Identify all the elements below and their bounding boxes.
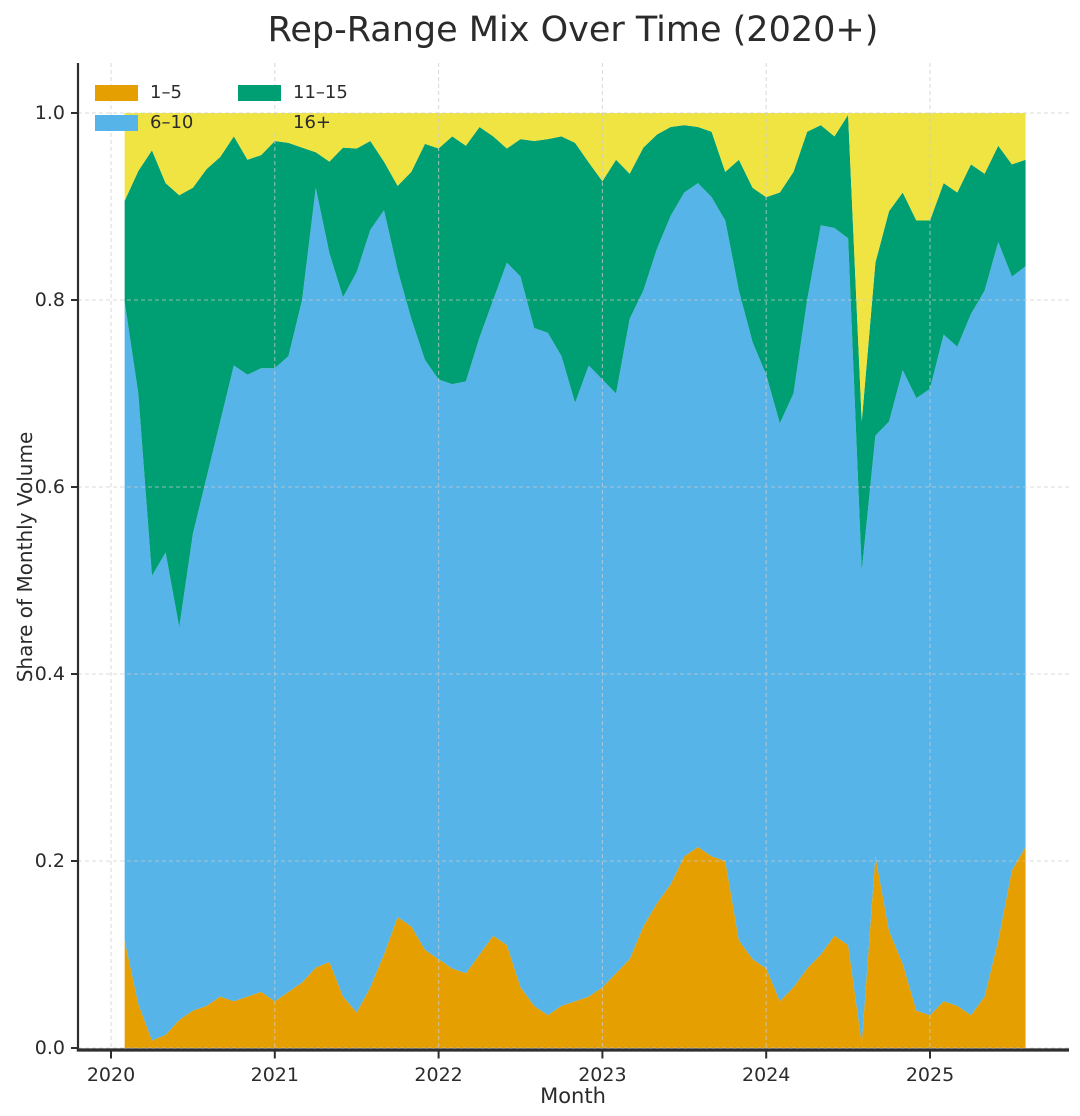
x-tick-label: 2020	[87, 1064, 135, 1086]
x-axis-title: Month	[540, 1084, 606, 1108]
y-tick-label: 0.2	[35, 850, 65, 872]
x-tick-label: 2025	[906, 1064, 954, 1086]
axis-ticks	[71, 112, 931, 1059]
y-tick-label: 1.0	[35, 102, 65, 124]
area-1-5	[124, 846, 1026, 1048]
area-6-10	[124, 183, 1026, 1044]
y-tick-label: 0.0	[35, 1037, 65, 1059]
x-tick-label: 2022	[414, 1064, 462, 1086]
plot-areas	[124, 113, 1026, 1048]
y-tick-label: 0.6	[35, 476, 65, 498]
chart-title: Rep-Range Mix Over Time (2020+)	[267, 10, 879, 50]
axes-spines	[76, 63, 1069, 1052]
y-tick-label: 0.4	[35, 663, 65, 685]
x-tick-label: 2024	[742, 1064, 790, 1086]
area-11-15	[124, 114, 1026, 628]
x-tick-label: 2023	[578, 1064, 626, 1086]
y-axis-title: Share of Monthly Volume	[13, 431, 37, 683]
x-tick-label: 2021	[251, 1064, 299, 1086]
area-16plus	[124, 113, 1026, 422]
gridlines	[78, 63, 1069, 1049]
y-tick-label: 0.8	[35, 289, 65, 311]
tick-labels: 0.0 0.2 0.4 0.6 0.8 1.0 2020 2021 2022 2023 2024 20…	[35, 102, 954, 1086]
